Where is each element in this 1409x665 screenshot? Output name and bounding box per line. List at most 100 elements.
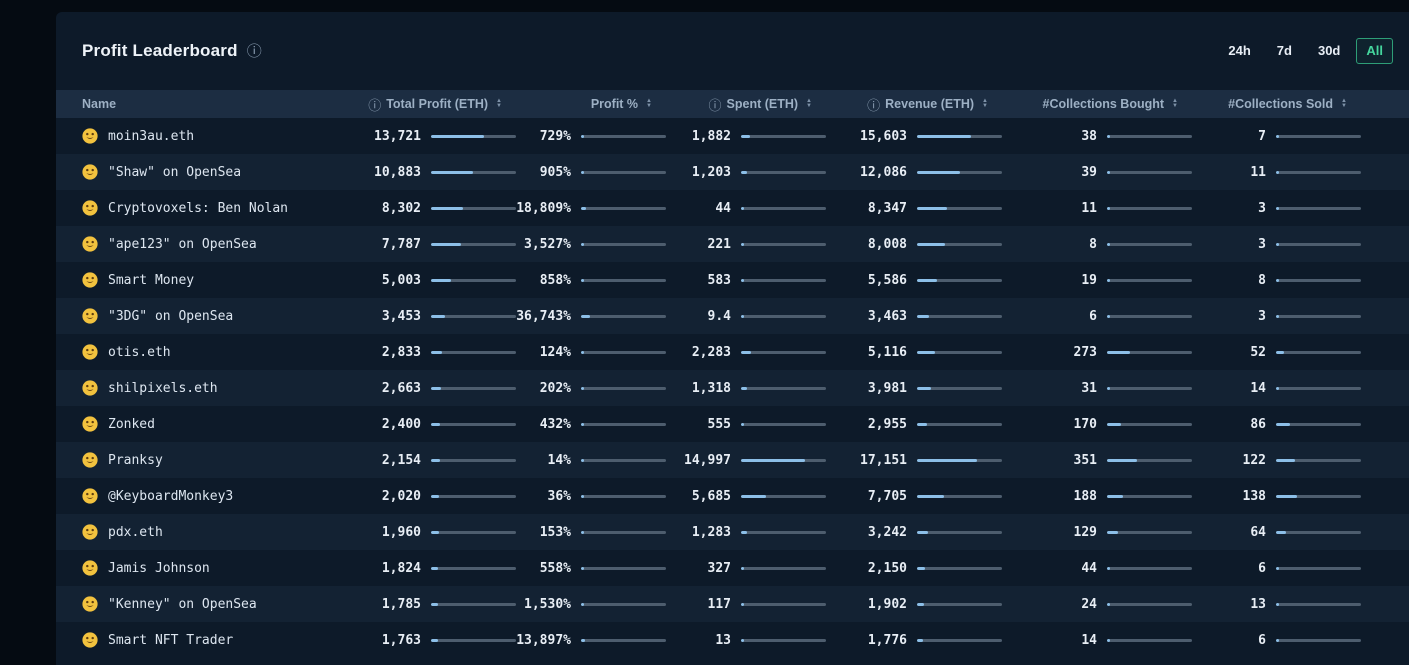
info-icon[interactable]: ⓘ bbox=[708, 97, 722, 113]
sort-icon[interactable]: ▲ ▼ bbox=[806, 98, 812, 109]
money-face-icon bbox=[82, 560, 98, 576]
cell-value: 2,283 bbox=[691, 344, 731, 360]
table-row[interactable]: moin3au.eth 13,721 729% 1,882 15,603 38 7 bbox=[56, 118, 1409, 154]
table-row[interactable]: "Kenney" on OpenSea 1,785 1,530% 117 1,902 24… bbox=[56, 586, 1409, 622]
value-bar-fill bbox=[581, 422, 584, 426]
table-row[interactable]: pdx.eth 1,960 153% 1,283 3,242 129 64 bbox=[56, 514, 1409, 550]
value-bar-fill bbox=[1276, 566, 1279, 570]
column-header-profit[interactable]: Profit % ▲ ▼ bbox=[536, 97, 686, 111]
cell-value: 188 bbox=[1073, 488, 1097, 504]
table-row[interactable]: Smart NFT Trader 1,763 13,897% 13 1,776 14 6 bbox=[56, 622, 1409, 658]
time-filter-7d[interactable]: 7d bbox=[1267, 38, 1302, 64]
value-bar bbox=[1276, 278, 1361, 282]
value-bar-fill bbox=[1276, 422, 1290, 426]
table-body: moin3au.eth 13,721 729% 1,882 15,603 38 7 "Shaw… bbox=[56, 118, 1409, 658]
trader-name[interactable]: "Kenney" on OpenSea bbox=[108, 596, 257, 612]
spent-eth-cell: 9.4 bbox=[686, 309, 846, 324]
column-header-collections-sold[interactable]: #Collections Sold ▲ ▼ bbox=[1212, 97, 1381, 111]
cell-value: 39 bbox=[1081, 164, 1097, 180]
spent-eth-cell: 221 bbox=[686, 237, 846, 252]
collections-bought-cell: 24 bbox=[1022, 597, 1212, 612]
table-row[interactable]: "ape123" on OpenSea 7,787 3,527% 221 8,008 8 3 bbox=[56, 226, 1409, 262]
revenue-eth-cell: 15,603 bbox=[846, 129, 1022, 144]
trader-name[interactable]: Smart Money bbox=[108, 272, 195, 288]
trader-name-cell: Cryptovoxels: Ben Nolan bbox=[56, 200, 348, 216]
trader-name[interactable]: Zonked bbox=[108, 416, 155, 432]
collections-sold-cell: 7 bbox=[1212, 129, 1381, 144]
cell-value: 273 bbox=[1073, 344, 1097, 360]
value-bar bbox=[917, 170, 1002, 174]
column-header-total-profit-eth[interactable]: ⓘ Total Profit (ETH) ▲ ▼ bbox=[348, 95, 536, 114]
trader-name[interactable]: otis.eth bbox=[108, 344, 171, 360]
value-bar bbox=[431, 314, 516, 318]
value-bar bbox=[741, 602, 826, 606]
trader-name[interactable]: pdx.eth bbox=[108, 524, 163, 540]
table-row[interactable]: otis.eth 2,833 124% 2,283 5,116 273 52 bbox=[56, 334, 1409, 370]
value-bar-fill bbox=[1276, 530, 1286, 534]
sort-icon[interactable]: ▲ ▼ bbox=[982, 98, 988, 109]
cell-value: 6 bbox=[1089, 308, 1097, 324]
value-bar-fill bbox=[1107, 386, 1110, 390]
profit-cell: 1,530% bbox=[524, 597, 686, 612]
collections-sold-cell: 52 bbox=[1212, 345, 1381, 360]
cell-value: 13,897% bbox=[516, 632, 571, 648]
value-bar-fill bbox=[1276, 242, 1279, 246]
info-icon[interactable]: ⓘ bbox=[246, 42, 262, 60]
revenue-eth-cell: 1,902 bbox=[846, 597, 1022, 612]
cell-value: 3,981 bbox=[867, 380, 907, 396]
cell-value: 8,008 bbox=[867, 236, 907, 252]
trader-name[interactable]: Pranksy bbox=[108, 452, 163, 468]
table-row[interactable]: @KeyboardMonkey3 2,020 36% 5,685 7,705 188 138 bbox=[56, 478, 1409, 514]
revenue-eth-cell: 17,151 bbox=[846, 453, 1022, 468]
trader-name[interactable]: shilpixels.eth bbox=[108, 380, 218, 396]
cell-value: 327 bbox=[707, 560, 731, 576]
sort-icon[interactable]: ▲ ▼ bbox=[646, 98, 652, 109]
value-bar bbox=[431, 566, 516, 570]
value-bar-fill bbox=[917, 386, 931, 390]
value-bar-fill bbox=[917, 602, 924, 606]
time-filter-all[interactable]: All bbox=[1356, 37, 1393, 65]
info-icon[interactable]: ⓘ bbox=[368, 97, 382, 113]
table-row[interactable]: Jamis Johnson 1,824 558% 327 2,150 44 6 bbox=[56, 550, 1409, 586]
spent-eth-cell: 1,203 bbox=[686, 165, 846, 180]
value-bar bbox=[1107, 494, 1192, 498]
trader-name[interactable]: Jamis Johnson bbox=[108, 560, 210, 576]
trader-name[interactable]: "ape123" on OpenSea bbox=[108, 236, 257, 252]
info-icon[interactable]: ⓘ bbox=[867, 97, 881, 113]
trader-name[interactable]: @KeyboardMonkey3 bbox=[108, 488, 234, 504]
spent-eth-cell: 1,283 bbox=[686, 525, 846, 540]
trader-name[interactable]: "3DG" on OpenSea bbox=[108, 308, 234, 324]
trader-name[interactable]: Cryptovoxels: Ben Nolan bbox=[108, 200, 289, 216]
table-row[interactable]: shilpixels.eth 2,663 202% 1,318 3,981 31 14 bbox=[56, 370, 1409, 406]
collections-sold-cell: 64 bbox=[1212, 525, 1381, 540]
value-bar-fill bbox=[741, 350, 751, 354]
column-header-revenue-eth[interactable]: ⓘ Revenue (ETH) ▲ ▼ bbox=[846, 95, 1022, 114]
table-row[interactable]: "3DG" on OpenSea 3,453 36,743% 9.4 3,463 6 3 bbox=[56, 298, 1409, 334]
profit-cell: 729% bbox=[536, 129, 686, 144]
time-filter-24h[interactable]: 24h bbox=[1218, 38, 1260, 64]
table-row[interactable]: Zonked 2,400 432% 555 2,955 170 86 bbox=[56, 406, 1409, 442]
column-label: Profit % bbox=[590, 97, 639, 111]
trader-name[interactable]: "Shaw" on OpenSea bbox=[108, 164, 242, 180]
trader-name[interactable]: Smart NFT Trader bbox=[108, 632, 234, 648]
sort-icon[interactable]: ▲ ▼ bbox=[496, 98, 502, 109]
trader-name[interactable]: moin3au.eth bbox=[108, 128, 195, 144]
value-bar bbox=[1107, 134, 1192, 138]
column-header-spent-eth[interactable]: ⓘ Spent (ETH) ▲ ▼ bbox=[686, 95, 846, 114]
value-bar bbox=[1107, 206, 1192, 210]
cell-value: 153% bbox=[539, 524, 571, 540]
value-bar bbox=[741, 494, 826, 498]
total-profit-eth-cell: 1,824 bbox=[348, 561, 536, 576]
sort-icon[interactable]: ▲ ▼ bbox=[1341, 98, 1347, 109]
time-filter-30d[interactable]: 30d bbox=[1308, 38, 1350, 64]
collections-sold-cell: 138 bbox=[1212, 489, 1381, 504]
money-face-icon bbox=[82, 524, 98, 540]
value-bar bbox=[741, 638, 826, 642]
column-header-collections-bought[interactable]: #Collections Bought ▲ ▼ bbox=[1022, 97, 1212, 111]
table-row[interactable]: "Shaw" on OpenSea 10,883 905% 1,203 12,086 39… bbox=[56, 154, 1409, 190]
value-bar bbox=[917, 494, 1002, 498]
table-row[interactable]: Cryptovoxels: Ben Nolan 8,302 18,809% 44 8,3… bbox=[56, 190, 1409, 226]
sort-icon[interactable]: ▲ ▼ bbox=[1172, 98, 1178, 109]
table-row[interactable]: Smart Money 5,003 858% 583 5,586 19 8 bbox=[56, 262, 1409, 298]
table-row[interactable]: Pranksy 2,154 14% 14,997 17,151 351 122 bbox=[56, 442, 1409, 478]
